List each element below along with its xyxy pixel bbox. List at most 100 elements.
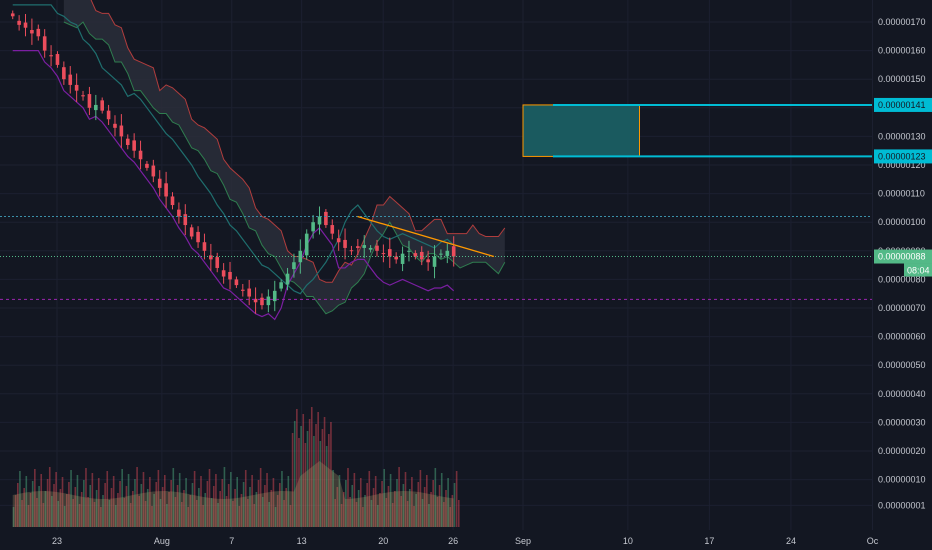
- volume-bar: [351, 485, 354, 527]
- volume-bar: [308, 419, 311, 527]
- volume-bar: [251, 475, 253, 527]
- volume-bar: [149, 477, 151, 527]
- price-tick-label: 0.00000120: [878, 160, 926, 170]
- volume-bar: [100, 507, 102, 527]
- volume-bars: [12, 407, 460, 527]
- candle-body: [215, 257, 220, 268]
- volume-bar: [334, 499, 337, 527]
- volume-bar: [87, 497, 89, 527]
- volume-bar: [80, 492, 83, 527]
- candle-body: [68, 74, 73, 85]
- volume-bar: [227, 484, 230, 527]
- volume-bar: [68, 482, 70, 527]
- volume-bar: [76, 475, 79, 527]
- volume-bar: [215, 474, 217, 527]
- volume-bar: [89, 485, 92, 527]
- cloud-upper-line: [90, 0, 506, 283]
- volume-bar: [42, 503, 45, 527]
- price-tick-label: 0.00000020: [878, 446, 926, 456]
- volume-bar: [421, 499, 424, 527]
- volume-bar: [206, 481, 209, 527]
- volume-bar: [315, 424, 317, 527]
- volume-ma-area: [12, 461, 454, 527]
- volume-bar: [249, 487, 251, 527]
- volume-bar: [328, 434, 330, 527]
- candle-body: [317, 216, 322, 225]
- volume-bar: [359, 478, 362, 527]
- volume-bar: [161, 487, 164, 527]
- candle-body: [336, 238, 341, 243]
- volume-bar: [157, 470, 160, 527]
- volume-bar: [451, 495, 454, 527]
- volume-bar: [366, 483, 368, 527]
- time-tick-label: 23: [52, 536, 62, 546]
- volume-bar: [298, 438, 300, 527]
- volume-bar: [342, 492, 345, 527]
- candle-body: [349, 250, 354, 252]
- candle-body: [304, 233, 309, 256]
- volume-bar: [357, 490, 360, 527]
- candle-body: [228, 271, 232, 280]
- volume-bar: [146, 489, 149, 527]
- candle-body: [209, 255, 213, 260]
- volume-bar: [432, 480, 434, 527]
- volume-bar: [428, 504, 430, 527]
- volume-bar: [123, 498, 126, 527]
- candle-body: [247, 288, 251, 297]
- price-tick-label: 0.00000100: [878, 217, 926, 227]
- ichimoku-cloud: [63, 0, 506, 315]
- volume-bar: [106, 471, 109, 527]
- volume-bar: [38, 486, 40, 527]
- drawings[interactable]: [357, 103, 872, 258]
- volume-bar: [232, 501, 234, 527]
- volume-bar: [281, 471, 283, 527]
- volume-bar: [268, 502, 270, 527]
- volume-bar: [242, 482, 245, 527]
- volume-bar: [330, 422, 332, 527]
- candle-body: [426, 259, 430, 263]
- volume-bar: [319, 441, 322, 527]
- candle-body: [311, 222, 315, 232]
- volume-bar: [270, 490, 273, 527]
- volume-bar: [170, 480, 172, 527]
- candle-body: [439, 253, 443, 255]
- volume-bar: [447, 478, 449, 527]
- volume-bar: [70, 470, 72, 527]
- volume-bar: [300, 426, 302, 527]
- price-axis[interactable]: 0.000001700.000001600.000001500.00000140…: [878, 17, 926, 510]
- volume-bar: [436, 497, 439, 527]
- volume-bar: [176, 485, 179, 527]
- volume-bar: [140, 484, 143, 527]
- volume-bar: [279, 483, 281, 527]
- candle-body: [330, 225, 335, 234]
- time-tick-label: Oc: [867, 536, 879, 546]
- volume-bar: [234, 489, 236, 527]
- volume-bar: [438, 485, 441, 527]
- volume-bar: [59, 489, 62, 527]
- target-rectangle[interactable]: [522, 104, 640, 157]
- volume-bar: [21, 500, 23, 527]
- candle-body: [253, 298, 258, 303]
- volume-bar: [387, 486, 390, 527]
- price-tick-label: 0.00000001: [878, 500, 926, 510]
- candle-body: [234, 279, 239, 286]
- volume-bar: [74, 487, 77, 527]
- trend-line[interactable]: [357, 215, 495, 258]
- candle-body: [106, 110, 111, 120]
- price-tick-label: 0.00000080: [878, 274, 926, 284]
- time-tick-label: 24: [786, 536, 796, 546]
- volume-bar: [419, 470, 422, 527]
- time-axis[interactable]: 23 Aug 7 13 20 26 Sep 10 17 24 Oc: [52, 536, 879, 546]
- volume-bar: [153, 494, 155, 527]
- volume-bar: [125, 486, 128, 527]
- price-tick-label: 0.00000170: [878, 17, 926, 27]
- volume-bar: [413, 506, 415, 527]
- volume-bar: [53, 484, 55, 527]
- volume-bar: [185, 478, 187, 527]
- volume-bar: [291, 433, 294, 527]
- candle-body: [164, 183, 168, 197]
- volume-bar: [97, 478, 100, 527]
- candle-body: [74, 84, 79, 91]
- price-tick-label: 0.00000150: [878, 74, 926, 84]
